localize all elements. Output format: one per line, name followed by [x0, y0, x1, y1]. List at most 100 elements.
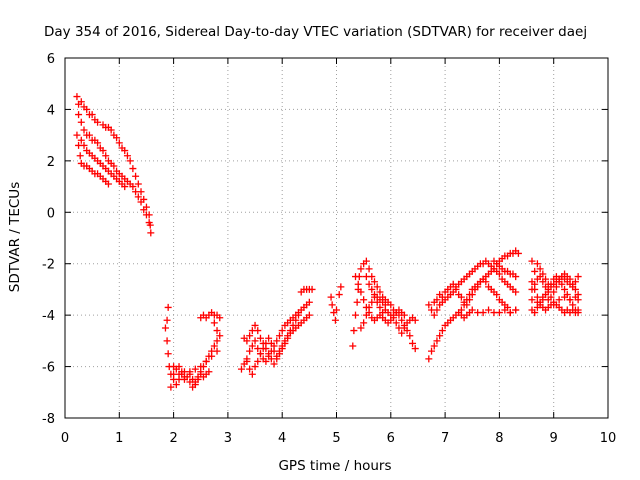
x-axis: 0 1 2 3 4 5 6 7 8 9 10	[61, 58, 616, 446]
data-point	[531, 309, 539, 317]
data-point	[406, 332, 414, 340]
data-point	[539, 293, 547, 301]
data-point	[107, 126, 115, 134]
y-tick-label: -8	[42, 412, 55, 427]
data-point	[528, 285, 536, 293]
data-point	[210, 342, 218, 350]
data-point	[463, 296, 471, 304]
data-point	[574, 273, 582, 281]
data-point	[77, 136, 85, 144]
chart-title: Day 354 of 2016, Sidereal Day-to-day VTE…	[44, 24, 587, 40]
data-point	[123, 152, 131, 160]
data-point	[265, 334, 273, 342]
data-point	[142, 211, 150, 219]
data-point	[248, 342, 256, 350]
data-point	[539, 270, 547, 278]
data-point	[104, 180, 112, 188]
data-point	[373, 283, 381, 291]
x-tick-label: 7	[441, 431, 449, 446]
x-tick-label: 4	[278, 431, 286, 446]
x-tick-label: 1	[115, 431, 123, 446]
data-point	[161, 324, 169, 332]
y-tick-label: -6	[42, 361, 55, 376]
data-point	[398, 329, 406, 337]
data-point	[77, 98, 85, 106]
data-point	[121, 183, 129, 191]
data-point	[528, 296, 536, 304]
data-point	[353, 298, 361, 306]
data-point	[292, 316, 300, 324]
data-point	[278, 327, 286, 335]
data-point	[433, 306, 441, 314]
x-tick-label: 3	[224, 431, 232, 446]
data-point	[460, 301, 468, 309]
data-point	[243, 357, 251, 365]
data-point	[438, 327, 446, 335]
data-point	[77, 118, 85, 126]
data-point	[433, 296, 441, 304]
data-point	[167, 383, 175, 391]
data-point	[371, 278, 379, 286]
data-point	[275, 332, 283, 340]
data-point	[145, 219, 153, 227]
data-point	[506, 309, 514, 317]
data-point	[512, 273, 520, 281]
data-point	[411, 345, 419, 353]
data-point	[80, 141, 88, 149]
data-point	[113, 134, 121, 142]
data-point	[430, 311, 438, 319]
data-point	[88, 111, 96, 119]
data-point	[205, 368, 213, 376]
data-point	[362, 273, 370, 281]
data-point	[213, 337, 221, 345]
data-point	[246, 332, 254, 340]
data-point	[368, 285, 376, 293]
data-point	[457, 306, 465, 314]
data-point	[254, 327, 262, 335]
data-point	[376, 303, 384, 311]
data-point	[411, 316, 419, 324]
data-point	[134, 180, 142, 188]
data-point	[433, 337, 441, 345]
data-point	[561, 293, 569, 301]
data-point	[213, 347, 221, 355]
data-point	[191, 381, 199, 389]
x-tick-label: 8	[495, 431, 503, 446]
data-point	[514, 249, 522, 257]
data-point	[267, 339, 275, 347]
y-tick-label: -4	[42, 309, 55, 324]
y-axis: -8 -6 -4 -2 0 2 4 6	[42, 52, 608, 427]
data-point	[333, 306, 340, 314]
data-point	[216, 314, 224, 322]
data-point	[213, 327, 221, 335]
data-point	[409, 339, 417, 347]
y-axis-label: SDTVAR / TECUs	[7, 182, 23, 292]
data-point	[83, 105, 91, 113]
data-point	[365, 265, 373, 273]
data-point	[436, 332, 444, 340]
data-point	[327, 293, 335, 301]
data-point	[254, 357, 262, 365]
data-point	[164, 350, 172, 358]
data-point	[132, 172, 140, 180]
data-point	[85, 131, 93, 139]
data-point	[357, 324, 365, 332]
data-point	[349, 342, 357, 350]
data-point	[544, 296, 552, 304]
data-point	[172, 381, 180, 389]
data-point	[170, 363, 178, 371]
data-point	[237, 365, 245, 373]
data-point	[561, 285, 569, 293]
x-axis-label: GPS time / hours	[278, 458, 391, 474]
data-point	[294, 311, 302, 319]
data-point	[512, 288, 520, 296]
data-point	[512, 306, 520, 314]
data-point	[574, 296, 582, 304]
data-point	[354, 280, 362, 288]
plot-points	[73, 93, 582, 391]
data-point	[115, 139, 123, 147]
data-point	[357, 265, 365, 273]
data-point	[337, 283, 345, 291]
data-point	[365, 280, 373, 288]
